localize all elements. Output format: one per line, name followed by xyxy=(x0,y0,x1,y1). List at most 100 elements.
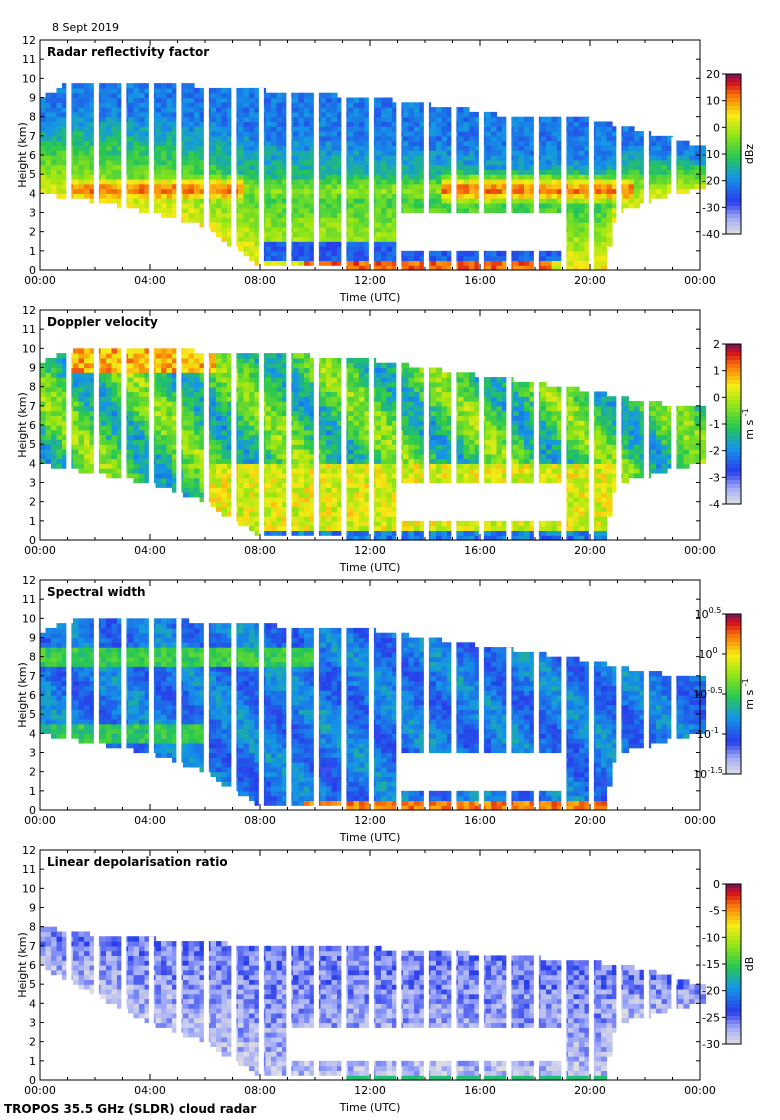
heatmap-cell xyxy=(73,372,80,378)
heatmap-cell xyxy=(364,121,371,127)
heatmap-cell xyxy=(56,434,63,440)
heatmap-cell xyxy=(304,482,311,488)
heatmap-cell xyxy=(216,164,223,170)
colorbar-swatch xyxy=(726,126,741,131)
heatmap-cell xyxy=(282,525,289,532)
heatmap-cell xyxy=(56,87,63,94)
heatmap-cell xyxy=(392,140,399,147)
heatmap-cell xyxy=(403,198,410,204)
heatmap-cell xyxy=(386,212,393,218)
heatmap-cell xyxy=(238,231,245,238)
heatmap-cell xyxy=(111,83,118,89)
heatmap-cell xyxy=(133,439,140,445)
heatmap-cell xyxy=(100,353,107,359)
heatmap-cell xyxy=(628,140,635,147)
heatmap-cell xyxy=(304,425,311,431)
heatmap-cell xyxy=(491,260,498,266)
heatmap-cell xyxy=(474,202,481,209)
heatmap-cell xyxy=(106,183,113,190)
heatmap-cell xyxy=(540,140,547,147)
heatmap-cell xyxy=(40,444,47,450)
heatmap-cell xyxy=(84,92,91,99)
heatmap-cell xyxy=(430,135,437,142)
heatmap-cell xyxy=(408,198,415,204)
heatmap-cell xyxy=(111,135,118,142)
heatmap-cell xyxy=(117,386,124,393)
heatmap-cell xyxy=(265,357,272,364)
heatmap-cell xyxy=(73,420,80,426)
heatmap-cell xyxy=(546,140,553,147)
heatmap-cell xyxy=(133,448,140,455)
heatmap-cell xyxy=(320,226,327,233)
heatmap-cell xyxy=(227,420,234,426)
heatmap-cell xyxy=(166,472,173,479)
colorbar-tick-label: -10 xyxy=(702,148,720,161)
heatmap-cell xyxy=(304,372,311,378)
heatmap-cell xyxy=(249,87,256,94)
heatmap-cell xyxy=(265,501,272,508)
heatmap-cell xyxy=(282,492,289,498)
heatmap-cell xyxy=(254,92,261,99)
heatmap-cell xyxy=(513,260,520,266)
heatmap-cell xyxy=(375,159,382,166)
heatmap-cell xyxy=(513,155,520,161)
heatmap-cell xyxy=(155,453,162,460)
heatmap-cell xyxy=(276,444,283,450)
heatmap-cell xyxy=(100,150,107,156)
heatmap-cell xyxy=(298,381,305,388)
heatmap-cell xyxy=(601,159,608,166)
heatmap-cell xyxy=(210,183,217,190)
heatmap-cell xyxy=(612,135,619,142)
heatmap-cell xyxy=(183,174,190,180)
heatmap-cell xyxy=(304,150,311,156)
heatmap-cell xyxy=(78,420,85,426)
heatmap-cell xyxy=(243,410,250,417)
heatmap-cell xyxy=(238,405,245,412)
heatmap-cell xyxy=(474,116,481,123)
heatmap-cell xyxy=(89,396,96,402)
heatmap-cell xyxy=(304,458,311,464)
heatmap-cell xyxy=(430,178,437,185)
heatmap-cell xyxy=(199,164,206,170)
heatmap-cell xyxy=(375,174,382,180)
heatmap-cell xyxy=(304,420,311,426)
heatmap-cell xyxy=(375,255,382,262)
heatmap-cell xyxy=(73,405,80,412)
heatmap-cell xyxy=(78,439,85,445)
heatmap-cell xyxy=(353,207,360,214)
heatmap-cell xyxy=(392,193,399,199)
heatmap-cell xyxy=(73,178,80,185)
heatmap-cell xyxy=(271,458,278,464)
heatmap-cell xyxy=(683,140,690,147)
colorbar-swatch xyxy=(726,194,741,199)
heatmap-cell xyxy=(155,381,162,388)
heatmap-cell xyxy=(359,107,366,113)
heatmap-cell xyxy=(694,150,701,156)
heatmap-cell xyxy=(568,236,575,242)
heatmap-cell xyxy=(364,150,371,156)
heatmap-cell xyxy=(89,362,96,369)
heatmap-cell xyxy=(293,468,300,474)
heatmap-cell xyxy=(386,246,393,252)
y-tick-label: 2 xyxy=(29,226,36,239)
heatmap-cell xyxy=(199,188,206,194)
heatmap-cell xyxy=(304,439,311,445)
heatmap-cell xyxy=(89,425,96,431)
heatmap-cell xyxy=(117,348,124,354)
heatmap-cell xyxy=(249,367,256,373)
heatmap-cell xyxy=(414,202,421,209)
heatmap-cell xyxy=(172,463,179,469)
heatmap-cell xyxy=(309,477,316,484)
heatmap-cell xyxy=(700,183,707,190)
heatmap-cell xyxy=(639,174,646,180)
heatmap-cell xyxy=(117,362,124,369)
heatmap-cell xyxy=(238,357,245,364)
heatmap-cell xyxy=(254,511,261,517)
heatmap-cell xyxy=(502,183,509,190)
heatmap-cell xyxy=(540,207,547,214)
heatmap-cell xyxy=(381,178,388,185)
heatmap-cell xyxy=(485,198,492,204)
heatmap-cell xyxy=(243,501,250,508)
heatmap-cell xyxy=(128,448,135,455)
heatmap-cell xyxy=(359,126,366,132)
